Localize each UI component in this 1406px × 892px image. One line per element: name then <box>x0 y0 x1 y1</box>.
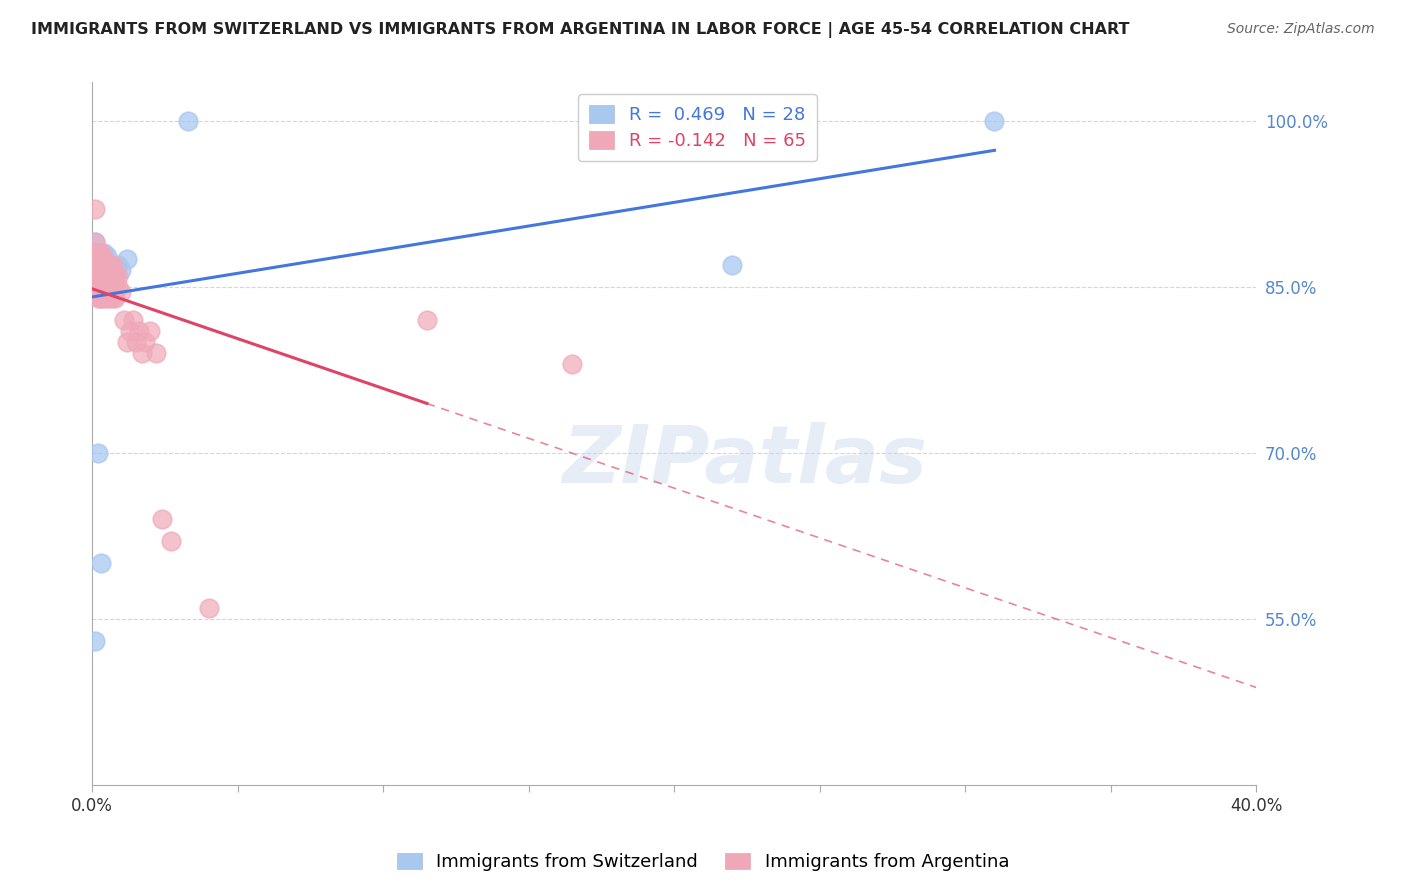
Point <box>90 258 112 272</box>
Point <box>84 633 107 648</box>
Point <box>125 334 148 349</box>
Point <box>87 446 110 460</box>
Point <box>115 252 138 266</box>
Point <box>122 313 145 327</box>
Point <box>128 324 150 338</box>
Point <box>93 263 115 277</box>
Point <box>87 258 110 272</box>
Point <box>98 279 121 293</box>
Point <box>96 260 118 274</box>
Point <box>87 246 110 260</box>
Point <box>98 268 121 283</box>
Point <box>87 268 110 283</box>
Point <box>84 235 107 250</box>
Point <box>87 291 110 305</box>
Point <box>150 512 173 526</box>
Point <box>90 279 112 293</box>
Point <box>87 246 110 260</box>
Point <box>96 249 118 263</box>
Point <box>104 279 127 293</box>
Point <box>101 268 124 283</box>
Text: IMMIGRANTS FROM SWITZERLAND VS IMMIGRANTS FROM ARGENTINA IN LABOR FORCE | AGE 45: IMMIGRANTS FROM SWITZERLAND VS IMMIGRANT… <box>31 22 1129 38</box>
Point <box>107 279 129 293</box>
Point <box>93 258 115 272</box>
Point <box>159 534 181 549</box>
Point <box>93 246 115 260</box>
Point <box>101 258 124 272</box>
Point <box>90 291 112 305</box>
Point <box>84 258 107 272</box>
Point <box>98 258 121 272</box>
Point <box>84 279 107 293</box>
Point <box>104 266 127 280</box>
Point <box>93 279 115 293</box>
Point <box>84 246 107 260</box>
Point <box>93 252 115 266</box>
Point <box>118 324 141 338</box>
Point <box>107 258 129 272</box>
Point <box>96 270 118 285</box>
Point <box>107 268 129 283</box>
Point <box>177 113 200 128</box>
Point <box>96 291 118 305</box>
Point <box>90 263 112 277</box>
Legend: R =  0.469   N = 28, R = -0.142   N = 65: R = 0.469 N = 28, R = -0.142 N = 65 <box>578 95 817 161</box>
Point <box>87 258 110 272</box>
Point <box>101 291 124 305</box>
Point <box>983 113 1005 128</box>
Point <box>93 258 115 272</box>
Point <box>98 291 121 305</box>
Point <box>145 346 167 360</box>
Point <box>721 258 744 272</box>
Point <box>96 268 118 283</box>
Point <box>96 263 118 277</box>
Point <box>84 246 107 260</box>
Point <box>84 202 107 217</box>
Point <box>90 279 112 293</box>
Point <box>110 263 132 277</box>
Point <box>96 274 118 288</box>
Point <box>134 334 156 349</box>
Point <box>93 291 115 305</box>
Point <box>90 268 112 283</box>
Point <box>87 258 110 272</box>
Point <box>101 279 124 293</box>
Point <box>93 274 115 288</box>
Point <box>131 346 153 360</box>
Point <box>90 258 112 272</box>
Point <box>90 268 112 283</box>
Point <box>104 268 127 283</box>
Point <box>84 268 107 283</box>
Point <box>416 313 439 327</box>
Text: Source: ZipAtlas.com: Source: ZipAtlas.com <box>1227 22 1375 37</box>
Point <box>93 268 115 283</box>
Text: ZIPatlas: ZIPatlas <box>561 423 927 500</box>
Point <box>90 252 112 266</box>
Point <box>90 268 112 283</box>
Point <box>561 357 583 371</box>
Point <box>104 291 127 305</box>
Point <box>87 246 110 260</box>
Point <box>101 270 124 285</box>
Point <box>84 258 107 272</box>
Point <box>98 268 121 283</box>
Point <box>84 268 107 283</box>
Point <box>112 313 135 327</box>
Point <box>139 324 162 338</box>
Point <box>197 600 219 615</box>
Point <box>96 279 118 293</box>
Point <box>90 246 112 260</box>
Point <box>98 258 121 272</box>
Point <box>110 285 132 300</box>
Point <box>90 291 112 305</box>
Point <box>87 266 110 280</box>
Point <box>87 268 110 283</box>
Point <box>90 557 112 571</box>
Point <box>115 334 138 349</box>
Legend: Immigrants from Switzerland, Immigrants from Argentina: Immigrants from Switzerland, Immigrants … <box>389 846 1017 879</box>
Point <box>84 235 107 250</box>
Point <box>87 279 110 293</box>
Point <box>90 268 112 283</box>
